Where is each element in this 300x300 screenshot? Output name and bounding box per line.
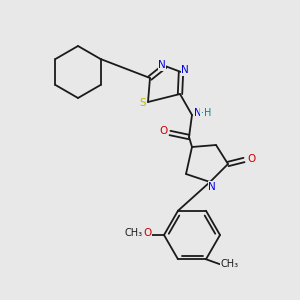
Text: CH₃: CH₃ xyxy=(125,228,143,238)
Text: O: O xyxy=(247,154,255,164)
Text: N: N xyxy=(194,108,202,118)
Text: O: O xyxy=(143,228,151,238)
Text: N: N xyxy=(208,182,216,192)
Text: O: O xyxy=(159,126,167,136)
Text: S: S xyxy=(140,98,146,108)
Text: N: N xyxy=(181,65,189,75)
Text: CH₃: CH₃ xyxy=(221,259,239,269)
Text: N: N xyxy=(158,60,166,70)
Text: ·H: ·H xyxy=(201,108,211,118)
